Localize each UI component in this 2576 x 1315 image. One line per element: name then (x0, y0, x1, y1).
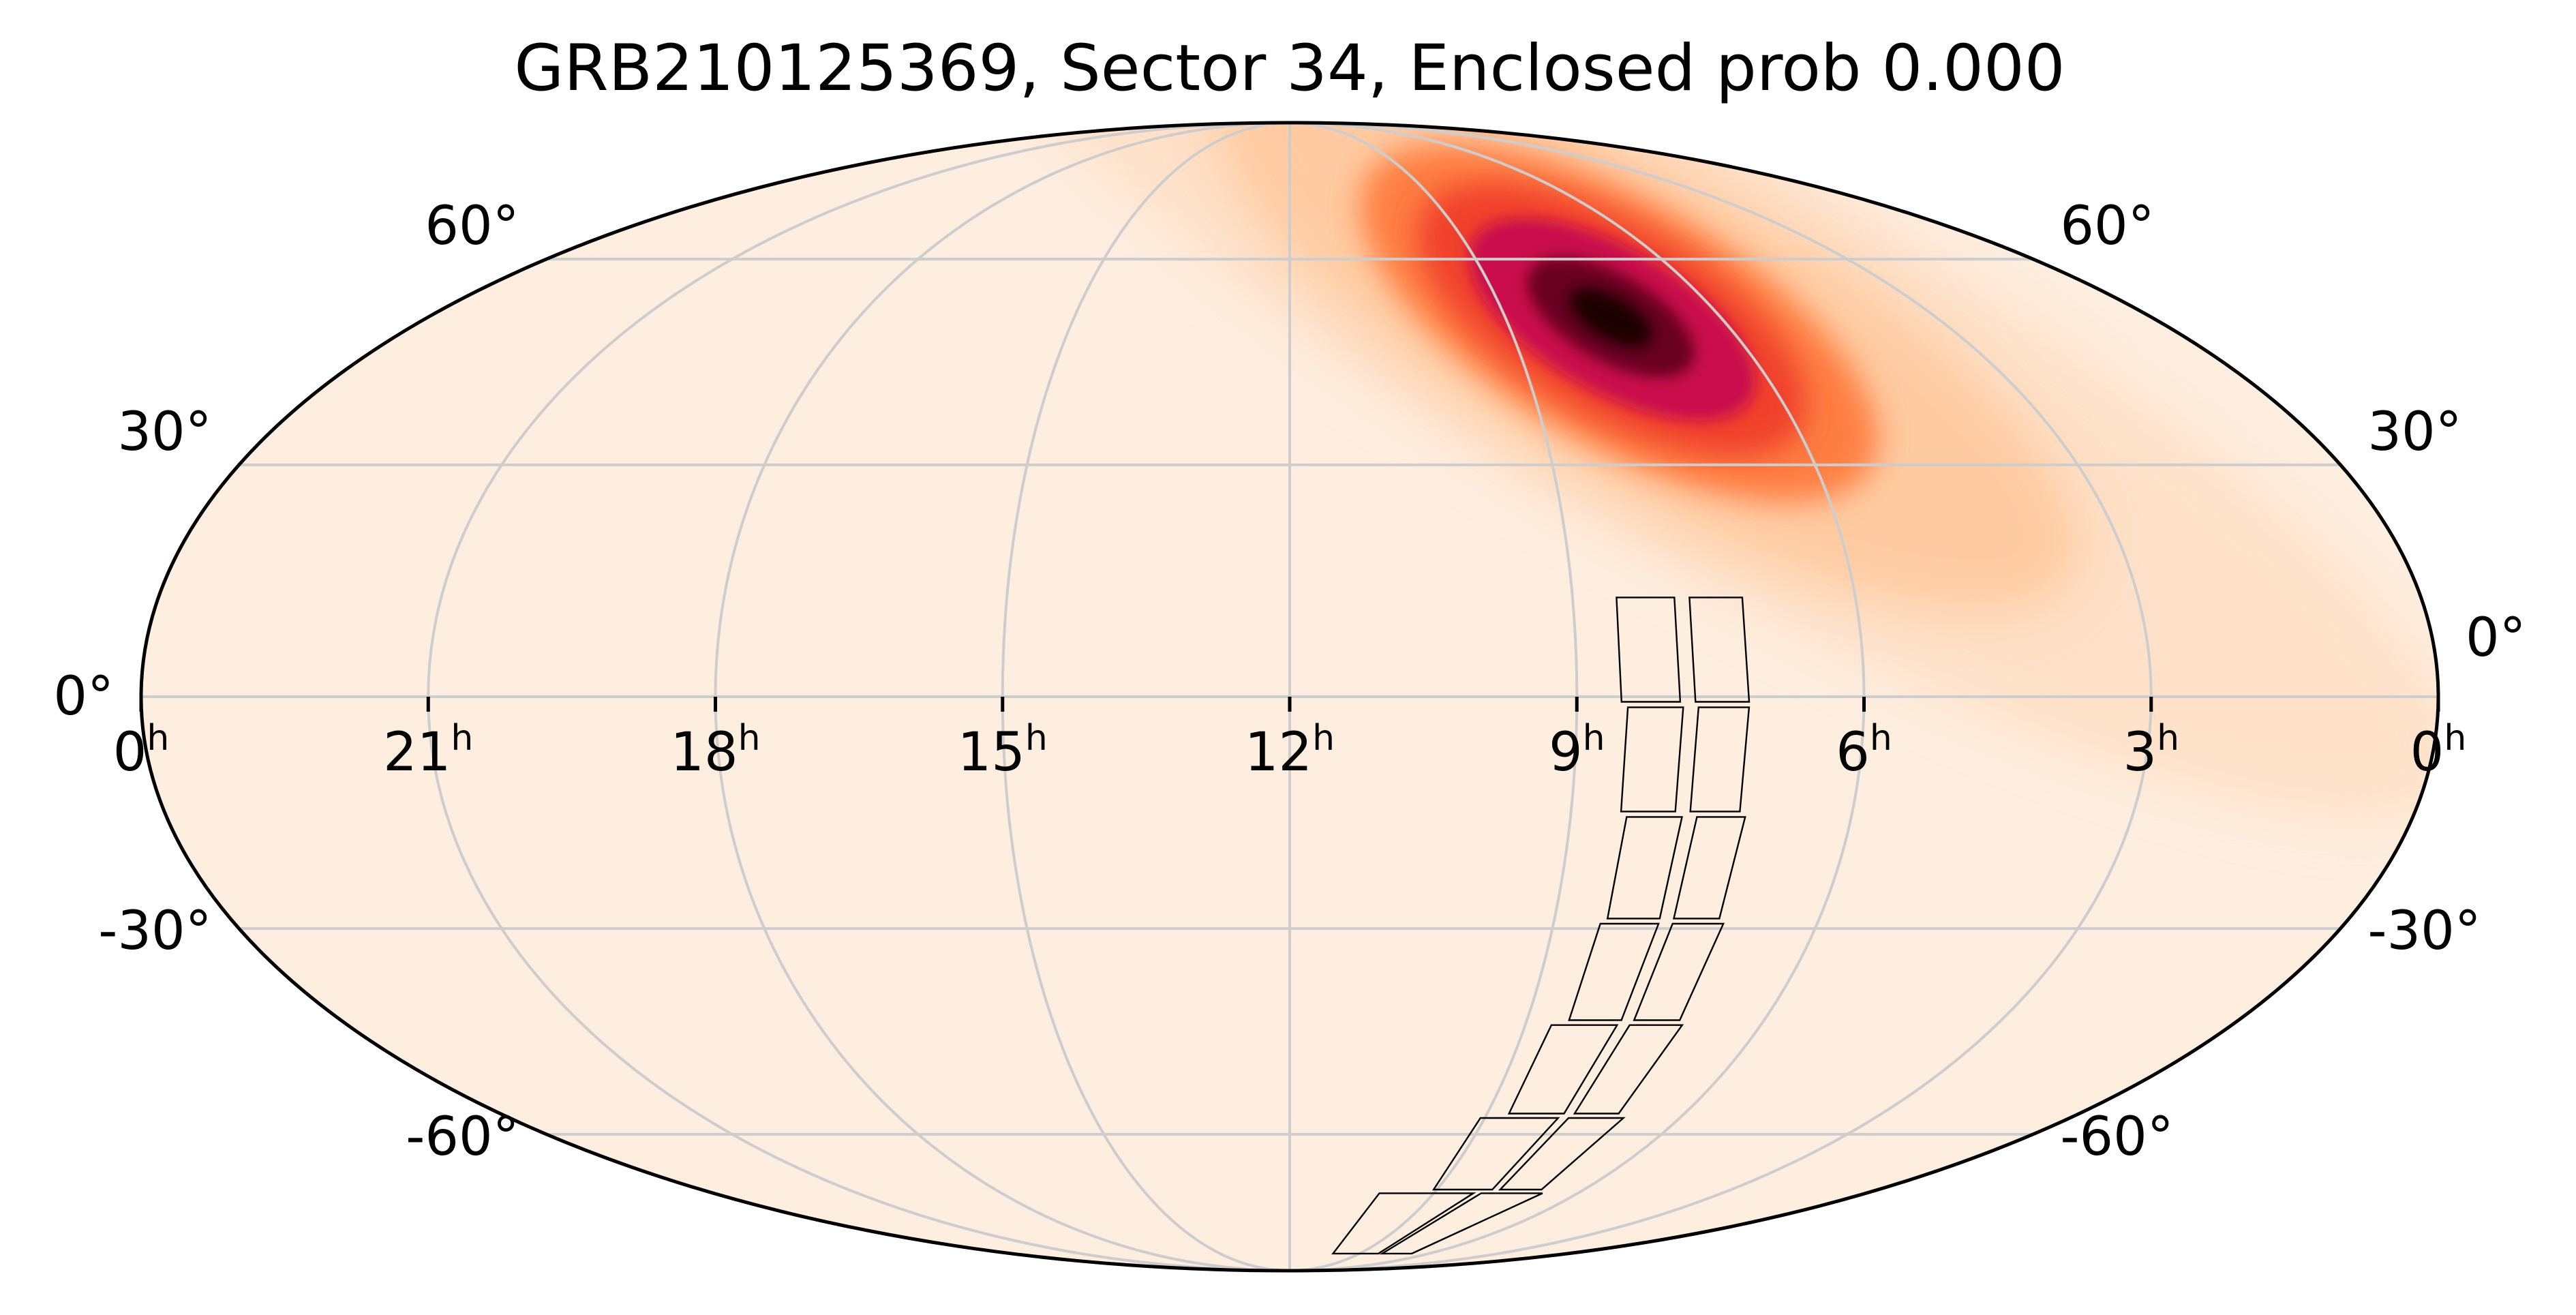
tess-footprint (1331, 596, 1751, 1255)
ccd-r7-right (1379, 1192, 1543, 1255)
dec-label-right-0: 60° (2060, 196, 2154, 257)
dec-label-left-1: 30° (117, 402, 211, 463)
ccd-r3-right (1672, 816, 1746, 920)
ccd-r6-right (1498, 1117, 1626, 1191)
ccd-r4-left (1568, 922, 1660, 1021)
probability-heatmap (939, 123, 2438, 821)
dec-label-left-0: 60° (425, 196, 519, 257)
dec-label-right-2: 0° (2466, 607, 2526, 669)
ccd-r2-right (1689, 706, 1751, 813)
ra-tick-label-2: 18h (670, 718, 760, 783)
ra-tick-label-6: 6h (1836, 718, 1892, 783)
ra-tick-label-8: 0h (2410, 718, 2467, 783)
ccd-r7-left (1331, 1192, 1476, 1255)
chart-title: GRB210125369, Sector 34, Enclosed prob 0… (514, 31, 2065, 106)
dec-label-left-2: 0° (53, 666, 114, 727)
axis-ticks: 0h 21h 18h 15h 12h 9h 6h 3h 0h 60° 60° 30° 30° 0° 0° -3… (53, 196, 2526, 1168)
ccd-r5-right (1573, 1024, 1684, 1115)
ccd-r6-left (1431, 1117, 1560, 1191)
ra-tick-label-0: 0h (113, 718, 170, 783)
ccd-r5-left (1507, 1024, 1619, 1115)
ccd-r1-right (1688, 596, 1751, 703)
dec-label-left-3: -30° (98, 901, 211, 962)
ccd-r1-left (1616, 596, 1682, 703)
ccd-r4-right (1633, 922, 1725, 1021)
ra-tick-label-7: 3h (2123, 718, 2179, 783)
probability-contour-7 (1569, 287, 1653, 348)
ra-tick-label-1: 21h (383, 718, 473, 783)
ra-tick-label-5: 9h (1549, 718, 1605, 783)
ra-tick-label-3: 15h (958, 718, 1048, 783)
ccd-r2-left (1620, 706, 1684, 813)
dec-label-right-3: -30° (2367, 901, 2481, 962)
dec-label-left-4: -60° (406, 1106, 519, 1168)
dec-label-right-1: 30° (2367, 402, 2461, 463)
ra-tick-label-4: 12h (1245, 718, 1335, 783)
ccd-r3-left (1606, 816, 1683, 920)
dec-label-right-4: -60° (2060, 1106, 2173, 1168)
